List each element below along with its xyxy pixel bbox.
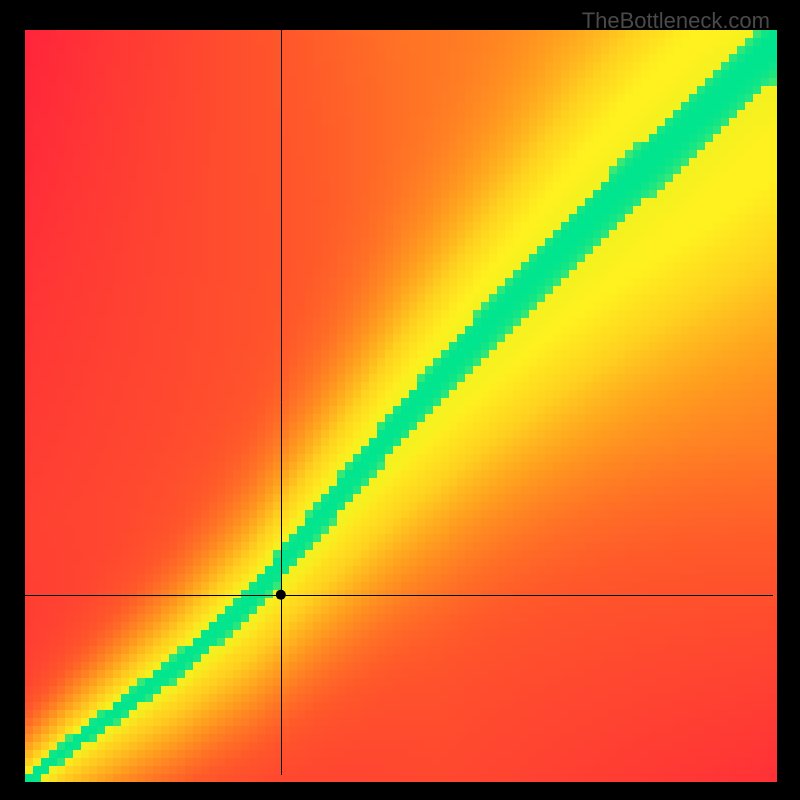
bottleneck-heatmap bbox=[0, 0, 800, 800]
watermark-text: TheBottleneck.com bbox=[582, 8, 770, 34]
chart-container: { "meta": { "image_size": { "width": 800… bbox=[0, 0, 800, 800]
